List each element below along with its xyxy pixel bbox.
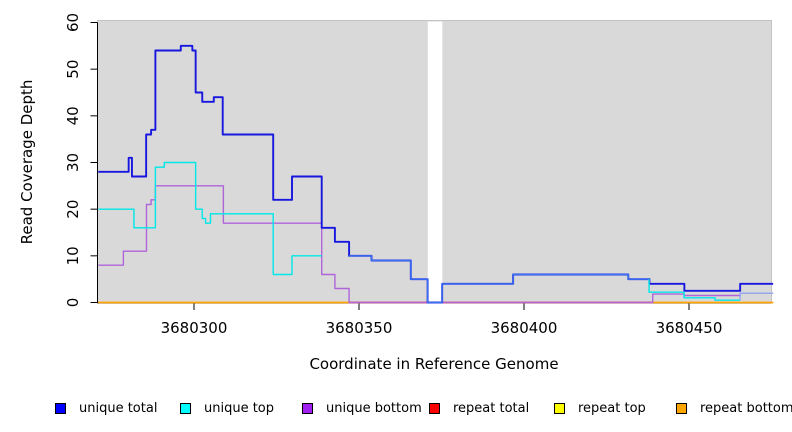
legend-label: repeat total	[453, 400, 530, 416]
x-tick-label: 3680400	[491, 319, 558, 337]
y-tick-label: 0	[64, 298, 82, 308]
y-tick-label: 20	[64, 200, 82, 219]
y-tick-label: 50	[64, 60, 82, 79]
y-axis-label: Read Coverage Depth	[18, 79, 36, 245]
legend-item-unique-total: unique total	[55, 400, 157, 416]
legend-swatch-repeat-bottom	[676, 402, 687, 414]
legend-swatch-unique-top	[180, 402, 191, 414]
legend-swatch-repeat-top	[554, 402, 565, 414]
series-unique-top-segment	[648, 279, 741, 301]
legend-label: repeat bottom	[700, 400, 792, 416]
legend-swatch-unique-bottom	[302, 402, 313, 414]
legend-label: unique total	[79, 400, 158, 416]
x-axis-label: Coordinate in Reference Genome	[309, 355, 559, 373]
legend-label: unique bottom	[326, 400, 422, 416]
series-unique-top-segment	[98, 161, 322, 276]
legend: unique total unique top unique bottom repea…	[0, 396, 792, 420]
legend-item-repeat-top: repeat top	[554, 400, 646, 416]
y-tick-label: 10	[64, 246, 82, 265]
legend-label: repeat top	[578, 400, 646, 416]
legend-swatch-repeat-total	[429, 402, 440, 414]
legend-label: unique top	[204, 400, 275, 416]
legend-swatch-unique-total	[55, 402, 66, 414]
legend-item-repeat-total: repeat total	[429, 400, 529, 416]
masked-gap-band	[427, 21, 443, 303]
x-tick-label: 3680350	[326, 319, 393, 337]
series-unique-top-segment	[739, 292, 774, 301]
y-tick-label: 40	[64, 106, 82, 125]
series-unique-top-segment	[349, 255, 650, 304]
x-tick-label: 3680450	[656, 319, 723, 337]
y-tick-label: 30	[64, 153, 82, 172]
x-tick-label: 3680300	[161, 319, 228, 337]
legend-item-unique-bottom: unique bottom	[302, 400, 422, 416]
legend-item-unique-top: unique top	[180, 400, 274, 416]
legend-item-repeat-bottom: repeat bottom	[676, 400, 792, 416]
y-tick-label: 60	[64, 13, 82, 32]
